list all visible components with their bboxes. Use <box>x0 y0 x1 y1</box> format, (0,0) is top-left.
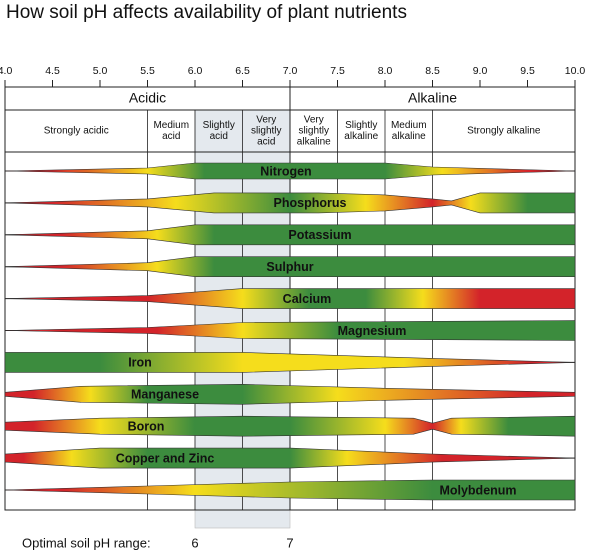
nutrient-band <box>4 352 576 373</box>
nutrient-band <box>4 288 576 309</box>
optimal-value: 6 <box>191 535 198 550</box>
nutrient-label: Calcium <box>283 292 332 306</box>
x-tick-label: 4.5 <box>45 65 60 77</box>
nutrient-band <box>4 256 576 278</box>
nutrient-band <box>4 224 576 246</box>
zone-label: acid <box>162 131 180 142</box>
nutrient-label: Iron <box>128 356 152 370</box>
x-tick-label: 6.0 <box>188 65 203 77</box>
x-tick-label: 8.5 <box>425 65 440 77</box>
nutrient-band <box>4 447 576 469</box>
zone-label: Slightly <box>345 120 377 131</box>
nutrient-label: Sulphur <box>266 260 313 274</box>
zone-label: acid <box>210 131 228 142</box>
x-tick-label: 10.0 <box>565 65 586 77</box>
zone-label: alkaline <box>392 131 426 142</box>
nutrient-band <box>4 479 576 501</box>
optimal-value: 7 <box>286 535 293 550</box>
nutrient-label: Potassium <box>288 228 351 242</box>
optimal-label: Optimal soil pH range: <box>22 535 151 550</box>
nutrient-band <box>4 383 576 405</box>
zone-label: Slightly <box>203 120 235 131</box>
nutrient-label: Manganese <box>131 388 199 402</box>
x-tick-label: 7.0 <box>283 65 298 77</box>
zone-label: alkaline <box>344 131 378 142</box>
zone-label: slightly <box>298 126 329 137</box>
nutrient-label: Phosphorus <box>274 196 347 210</box>
chart-title: How soil pH affects availability of plan… <box>6 2 407 23</box>
zone-label: Very <box>256 115 276 126</box>
nutrient-label: Molybdenum <box>439 483 516 497</box>
zone-label: Strongly alkaline <box>467 126 541 137</box>
x-tick-label: 9.0 <box>473 65 488 77</box>
x-tick-label: 6.5 <box>235 65 250 77</box>
nutrient-band <box>4 162 576 180</box>
nutrient-band <box>4 320 576 341</box>
zone-label: acid <box>257 137 275 148</box>
x-tick-label: 7.5 <box>330 65 345 77</box>
zone-label: slightly <box>251 126 282 137</box>
nutrient-label: Boron <box>128 419 165 433</box>
x-tick-label: 4.0 <box>0 65 12 77</box>
zone-label: Medium <box>391 120 427 131</box>
group-label: Alkaline <box>408 90 457 106</box>
nutrient-label: Magnesium <box>338 324 407 338</box>
x-tick-label: 9.5 <box>520 65 535 77</box>
x-tick-label: 5.0 <box>93 65 108 77</box>
nutrient-band <box>4 192 576 214</box>
zone-label: Strongly acidic <box>44 126 109 137</box>
zone-label: alkaline <box>297 137 331 148</box>
group-label: Acidic <box>129 90 166 106</box>
nutrient-label: Copper and Zinc <box>116 451 215 465</box>
nutrient-band <box>4 415 576 437</box>
nutrient-label: Nitrogen <box>260 164 311 178</box>
zone-label: Very <box>304 115 324 126</box>
zone-label: Medium <box>153 120 189 131</box>
x-tick-label: 8.0 <box>378 65 393 77</box>
x-tick-label: 5.5 <box>140 65 155 77</box>
